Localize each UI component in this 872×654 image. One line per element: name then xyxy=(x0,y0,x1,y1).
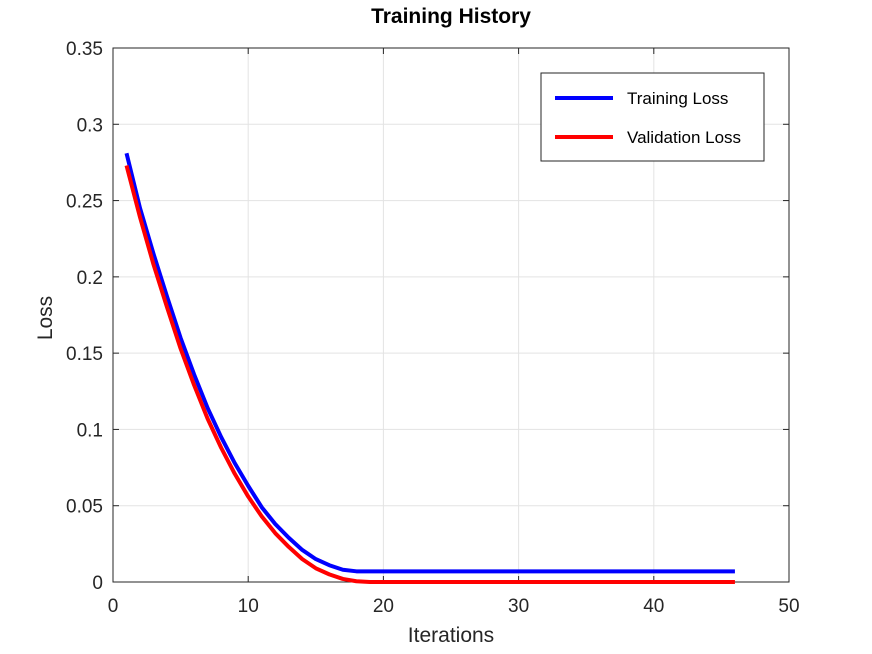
x-tick-label: 20 xyxy=(373,596,394,617)
legend-label-validation: Validation Loss xyxy=(627,128,741,147)
legend: Training Loss Validation Loss xyxy=(540,72,765,162)
x-tick-label: 40 xyxy=(643,596,664,617)
series-line-validation-loss xyxy=(124,164,735,584)
axis-ticks: 0 10 20 30 40 50 0 0.05 0.1 0.15 0.2 0.25 0.3 0.35 xyxy=(66,39,800,617)
x-tick-label: 0 xyxy=(108,596,119,617)
x-tick-label: 30 xyxy=(508,596,529,617)
y-tick-label: 0.15 xyxy=(66,344,103,365)
series-line-training-loss xyxy=(124,152,735,574)
legend-label-training: Training Loss xyxy=(627,89,728,108)
y-tick-label: 0 xyxy=(92,573,103,594)
y-tick-label: 0.3 xyxy=(77,115,103,136)
legend-box xyxy=(540,72,765,162)
x-tick-label: 50 xyxy=(778,596,799,617)
y-tick-label: 0.35 xyxy=(66,39,103,60)
y-tick-label: 0.2 xyxy=(77,268,103,289)
y-tick-label: 0.25 xyxy=(66,192,103,213)
x-axis-label: Iterations xyxy=(408,624,494,647)
y-tick-label: 0.05 xyxy=(66,497,103,518)
y-axis-label: Loss xyxy=(34,296,57,340)
y-tick-label: 0.1 xyxy=(77,420,103,441)
chart-title: Training History xyxy=(371,5,531,28)
series-lines xyxy=(124,152,735,584)
x-tick-label: 10 xyxy=(238,596,259,617)
